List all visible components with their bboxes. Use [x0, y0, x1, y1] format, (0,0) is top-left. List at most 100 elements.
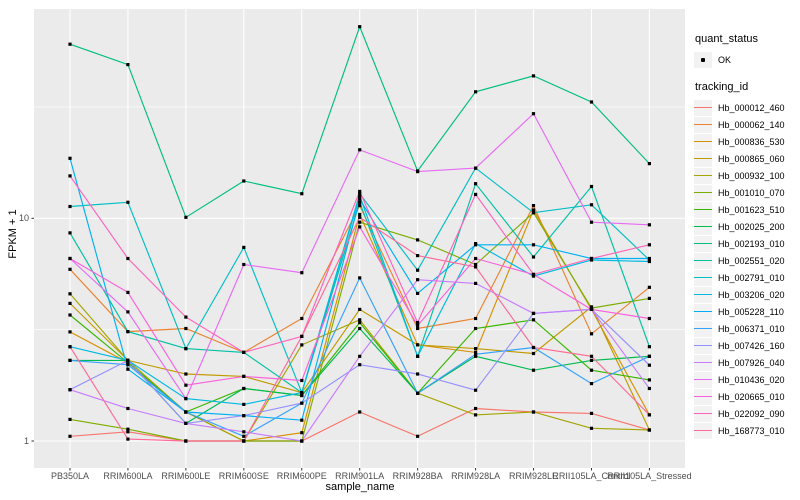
legend-key-box [694, 422, 712, 439]
data-point [300, 343, 304, 347]
legend-item-Hb_010436_020: Hb_010436_020 [694, 371, 800, 388]
legend-item-Hb_007926_040: Hb_007926_040 [694, 354, 800, 371]
data-point [647, 243, 651, 247]
legend-item-Hb_002025_200: Hb_002025_200 [694, 218, 800, 235]
data-point [242, 262, 246, 267]
data-point [416, 238, 420, 242]
line-swatch-icon [694, 344, 712, 347]
legend-item-label: Hb_002025_200 [718, 221, 785, 232]
legend-item-label: Hb_002551_020 [718, 255, 785, 266]
legend-item-Hb_020665_010: Hb_020665_010 [694, 388, 800, 405]
data-point [126, 310, 130, 314]
data-point [358, 321, 362, 325]
legend-item-Hb_168773_010: Hb_168773_010 [694, 422, 800, 439]
data-point [358, 189, 362, 193]
legend-item-label: Hb_007426_160 [718, 340, 785, 351]
legend-item-label: Hb_005228_110 [718, 306, 784, 317]
data-point [68, 204, 72, 209]
x-tick-label: RRIM928LE [509, 471, 559, 481]
data-point [126, 361, 130, 365]
legend-key-box [694, 388, 712, 405]
legend-key-box [694, 286, 712, 303]
legend-item-Hb_002791_010: Hb_002791_010 [694, 269, 800, 286]
line-swatch-icon [694, 157, 712, 160]
data-point [474, 350, 478, 354]
data-point [647, 259, 651, 264]
data-point [531, 311, 536, 315]
data-point [184, 397, 188, 401]
data-point [589, 411, 594, 415]
line-swatch-icon [694, 395, 712, 398]
data-point [647, 428, 651, 432]
data-point [358, 220, 362, 224]
line-swatch-icon [694, 123, 712, 126]
data-point [531, 211, 536, 215]
data-point [300, 271, 304, 275]
legend-key-box [694, 354, 712, 371]
data-point [474, 406, 478, 411]
data-point [300, 401, 304, 405]
point-marker-icon [701, 57, 705, 62]
legend-key-box [694, 405, 712, 422]
data-point [531, 208, 536, 212]
data-point [531, 274, 536, 278]
legend-key-box [694, 167, 712, 184]
legend-item-label: Hb_010436_020 [718, 374, 785, 385]
data-point [474, 388, 478, 392]
data-point [242, 179, 246, 183]
line-swatch-icon [694, 174, 712, 177]
data-point [184, 372, 188, 376]
legend-item-label: Hb_002791_010 [718, 272, 785, 283]
x-tick-label: RRIM901LA [335, 471, 385, 481]
y-tick-label: 10 [18, 212, 29, 223]
data-point [589, 100, 594, 104]
data-point [126, 427, 130, 431]
data-point [184, 439, 188, 443]
data-point [416, 254, 420, 258]
data-point [416, 354, 420, 358]
legend-item-label: Hb_000012_460 [718, 102, 785, 113]
data-point [68, 301, 72, 305]
legend-key-box [694, 133, 712, 150]
data-point [531, 204, 536, 208]
data-point [358, 194, 362, 198]
data-point [589, 220, 594, 224]
data-point [647, 296, 651, 300]
data-point [531, 112, 536, 116]
data-point [531, 272, 536, 276]
data-point [68, 231, 72, 235]
data-point [184, 215, 188, 219]
data-point [647, 316, 651, 321]
data-point [416, 391, 420, 395]
data-point [589, 354, 594, 358]
data-point [242, 414, 246, 418]
line-swatch-icon [694, 429, 712, 432]
data-point [68, 267, 72, 271]
line-swatch-icon [694, 225, 712, 228]
line-swatch-icon [694, 310, 712, 313]
data-point [416, 268, 420, 272]
data-point [358, 354, 362, 358]
legend-item-Hb_002193_010: Hb_002193_010 [694, 235, 800, 252]
line-swatch-icon [694, 106, 712, 109]
legend-item-Hb_001010_070: Hb_001010_070 [694, 184, 800, 201]
legend-item-Hb_000062_140: Hb_000062_140 [694, 116, 800, 133]
legend-item-label: Hb_006371_010 [718, 323, 785, 334]
data-point [647, 223, 651, 227]
data-point [474, 265, 478, 269]
x-tick-label: RRIM928BA [392, 471, 443, 481]
x-tick-label: RRII105LA_Stressed [607, 471, 692, 481]
data-point [126, 437, 130, 441]
line-swatch-icon [694, 293, 712, 296]
data-point [358, 410, 362, 414]
legend-key-box [694, 235, 712, 252]
data-point [474, 262, 478, 267]
legend-item-label: Hb_000836_530 [718, 136, 785, 147]
data-point [531, 368, 536, 372]
data-point [68, 345, 72, 349]
data-point [242, 350, 246, 354]
data-point [474, 182, 478, 186]
data-point [126, 63, 130, 67]
data-point [358, 326, 362, 331]
data-point [358, 212, 362, 217]
